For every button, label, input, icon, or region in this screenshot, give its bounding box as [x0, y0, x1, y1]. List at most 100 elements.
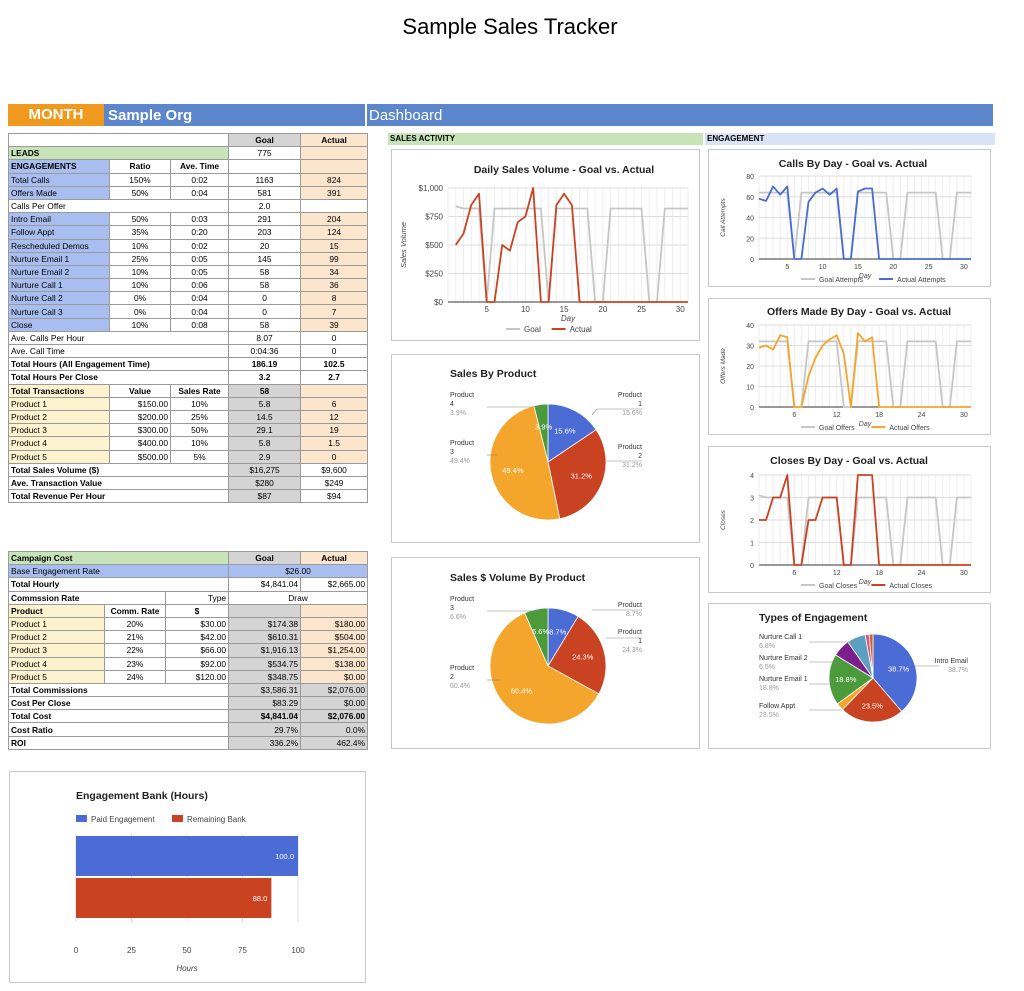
- row-label[interactable]: Total Calls: [8, 172, 110, 187]
- ratio-cell[interactable]: 50%: [109, 212, 171, 227]
- time-cell[interactable]: 0:05: [169, 264, 230, 280]
- leads-actual[interactable]: [300, 146, 369, 161]
- time-cell[interactable]: 0:06: [169, 278, 230, 293]
- goal-cell[interactable]: 2.0: [228, 198, 302, 214]
- time-cell[interactable]: 0:04: [169, 185, 230, 200]
- rate-cell[interactable]: 10%: [169, 396, 230, 411]
- product-label[interactable]: Product 2: [8, 409, 110, 425]
- time-cell[interactable]: 0:04: [169, 304, 230, 319]
- goal-cell[interactable]: $534.75: [228, 656, 302, 671]
- goal-header[interactable]: Goal: [228, 132, 302, 148]
- ratio-cell[interactable]: 25%: [109, 251, 171, 266]
- goal-cell[interactable]: $87: [228, 489, 302, 504]
- row-label[interactable]: Intro Email: [8, 212, 110, 227]
- goal-cell[interactable]: $174.38: [228, 616, 302, 632]
- row-label[interactable]: Total Cost: [7, 709, 230, 724]
- time-cell[interactable]: 0:02: [169, 172, 230, 187]
- ratio-cell[interactable]: 0%: [109, 304, 171, 319]
- goal-header[interactable]: Goal: [228, 550, 302, 566]
- actual-cell[interactable]: 7: [300, 304, 369, 319]
- org-name[interactable]: Sample Org: [108, 107, 193, 124]
- goal-cell[interactable]: $3,586.31: [228, 682, 302, 698]
- actual-cell[interactable]: 391: [300, 185, 369, 200]
- row-label[interactable]: Nurture Email 1: [8, 251, 110, 266]
- row-label[interactable]: Commssion Rate: [8, 590, 166, 605]
- product-label[interactable]: Product 2: [8, 630, 105, 645]
- goal-cell[interactable]: 291: [228, 212, 302, 227]
- goal-cell[interactable]: 1163: [228, 172, 302, 187]
- leads-goal[interactable]: 775: [228, 146, 302, 161]
- rate-cell[interactable]: 5%: [169, 449, 230, 464]
- actual-cell[interactable]: $2,076.00: [300, 682, 369, 698]
- row-label[interactable]: Base Engagement Rate: [7, 564, 230, 579]
- actual-cell[interactable]: $2,076.00: [300, 709, 369, 724]
- actual-cell[interactable]: 36: [300, 278, 369, 293]
- goal-cell[interactable]: 29.1: [228, 423, 302, 438]
- row-label[interactable]: Follow Appt: [8, 225, 110, 240]
- product-label[interactable]: Product 4: [8, 656, 105, 671]
- transactions-goal[interactable]: 58: [228, 383, 302, 398]
- actual-header[interactable]: Actual: [300, 132, 369, 148]
- dollar-cell[interactable]: $30.00: [164, 616, 230, 632]
- row-label[interactable]: Cost Per Close: [7, 696, 230, 711]
- product-label[interactable]: Product 1: [8, 396, 110, 411]
- value-header[interactable]: Value: [109, 383, 171, 398]
- actual-cell[interactable]: 0: [300, 330, 369, 346]
- sales-rate-header[interactable]: Sales Rate: [169, 383, 230, 398]
- value-cell[interactable]: $150.00: [109, 396, 171, 411]
- blank-cell[interactable]: [300, 159, 369, 174]
- ratio-header[interactable]: Ratio: [109, 159, 171, 174]
- actual-cell[interactable]: 12: [300, 409, 369, 425]
- blank-cell[interactable]: [300, 603, 369, 618]
- actual-cell[interactable]: $0.00: [300, 669, 369, 684]
- ratio-cell[interactable]: 35%: [109, 225, 171, 240]
- ratio-cell[interactable]: 10%: [109, 264, 171, 280]
- actual-cell[interactable]: $249: [300, 475, 369, 491]
- value-cell[interactable]: $500.00: [109, 449, 171, 464]
- row-label[interactable]: Total Hourly: [7, 577, 230, 592]
- dashboard-label[interactable]: Dashboard: [369, 107, 443, 124]
- actual-cell[interactable]: 0.0%: [300, 722, 369, 737]
- goal-cell[interactable]: 336.2%: [228, 735, 302, 750]
- goal-cell[interactable]: $280: [228, 475, 302, 491]
- goal-cell[interactable]: 0: [228, 291, 302, 306]
- base-rate-value[interactable]: $26.00: [228, 564, 369, 579]
- goal-cell[interactable]: 20: [228, 238, 302, 253]
- row-label[interactable]: Nurture Call 3: [8, 304, 110, 319]
- actual-header[interactable]: Actual: [300, 550, 369, 566]
- product-label[interactable]: Product 3: [8, 643, 105, 658]
- goal-cell[interactable]: $610.31: [228, 630, 302, 645]
- blank-cell[interactable]: [228, 603, 302, 618]
- row-label[interactable]: Offers Made: [8, 185, 110, 200]
- row-label[interactable]: Nurture Call 1: [8, 278, 110, 293]
- goal-cell[interactable]: 14.5: [228, 409, 302, 425]
- row-label[interactable]: Close: [8, 317, 110, 332]
- actual-cell[interactable]: $94: [300, 489, 369, 504]
- blank-cell[interactable]: [300, 383, 369, 398]
- row-label[interactable]: Total Revenue Per Hour: [7, 489, 230, 504]
- goal-cell[interactable]: 58: [228, 264, 302, 280]
- actual-cell[interactable]: 15: [300, 238, 369, 253]
- value-cell[interactable]: $300.00: [109, 423, 171, 438]
- row-label[interactable]: Nurture Email 2: [8, 264, 110, 280]
- row-label[interactable]: Rescheduled Demos: [8, 238, 110, 253]
- actual-cell[interactable]: 0: [300, 343, 369, 359]
- time-cell[interactable]: 0:08: [169, 317, 230, 332]
- product-label[interactable]: Product 5: [8, 449, 110, 464]
- actual-cell[interactable]: 824: [300, 172, 369, 187]
- row-label[interactable]: Total Hours Per Close: [7, 370, 230, 385]
- goal-cell[interactable]: 2.9: [228, 449, 302, 464]
- ratio-cell[interactable]: 0%: [109, 291, 171, 306]
- product-label[interactable]: Product 3: [8, 423, 110, 438]
- product-label[interactable]: Product 5: [8, 669, 105, 684]
- product-label[interactable]: Product 4: [8, 436, 110, 451]
- time-cell[interactable]: 0:05: [169, 251, 230, 266]
- time-cell[interactable]: 0:20: [169, 225, 230, 240]
- rate-cell[interactable]: 25%: [169, 409, 230, 425]
- dollar-cell[interactable]: $42.00: [164, 630, 230, 645]
- dollar-cell[interactable]: $120.00: [164, 669, 230, 684]
- blank-cell[interactable]: [300, 198, 369, 214]
- actual-cell[interactable]: 2.7: [300, 370, 369, 385]
- goal-cell[interactable]: 5.8: [228, 436, 302, 451]
- time-cell[interactable]: 0:03: [169, 212, 230, 227]
